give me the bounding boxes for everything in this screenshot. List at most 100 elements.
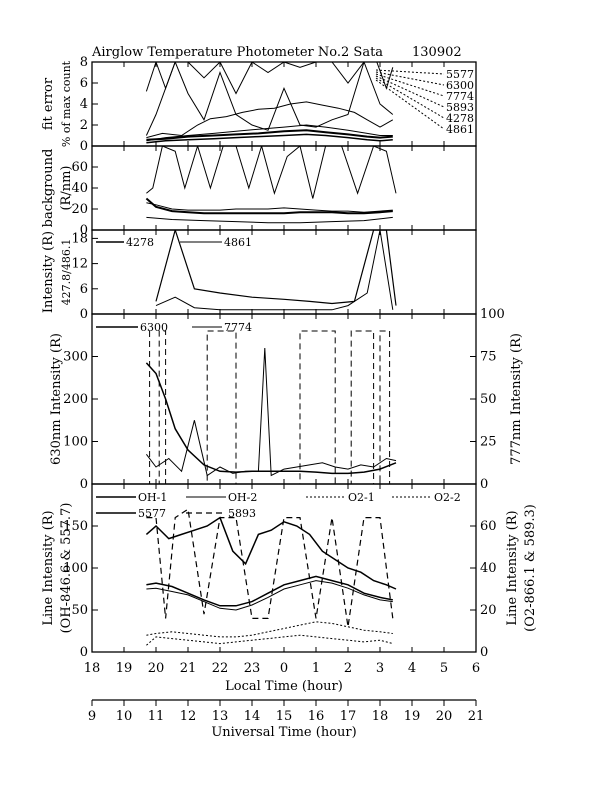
x-ut-tick-label: 11 xyxy=(148,709,165,724)
y-tick-label: 50 xyxy=(71,603,88,618)
series-thick xyxy=(145,197,393,215)
y-right-tick-label: 40 xyxy=(480,561,497,576)
legend-entry: 7774 xyxy=(446,90,474,103)
legend-entry: 4861 xyxy=(224,236,252,249)
x-local-tick-label: 4 xyxy=(408,661,416,676)
x-local-tick-label: 21 xyxy=(180,661,197,676)
series-O2-1 xyxy=(146,621,393,638)
x-local-tick-label: 0 xyxy=(280,661,288,676)
y-tick-label: 0 xyxy=(80,307,88,322)
x-local-tick-label: 23 xyxy=(244,661,261,676)
y-axis-label: Line Intensity (R) xyxy=(41,510,56,625)
y-tick-label: 100 xyxy=(63,561,88,576)
series-group xyxy=(155,230,397,311)
series-5577 xyxy=(145,62,394,95)
x-local-tick-label: 5 xyxy=(440,661,448,676)
y-tick-label: 20 xyxy=(71,202,88,217)
y-axis-label-2: (R/nm) xyxy=(59,165,74,210)
legend-leader xyxy=(375,79,445,130)
y-axis-label-2: % of max count xyxy=(60,60,73,147)
legend-entry: 5893 xyxy=(228,507,256,520)
y-tick-label: 4 xyxy=(80,97,88,112)
series-4278 xyxy=(146,129,393,141)
y-right-tick-label: 25 xyxy=(480,435,497,450)
x-ut-tick-label: 16 xyxy=(308,709,325,724)
figure-title: Airglow Temperature Photometer No.2 Sata xyxy=(91,45,383,60)
y-tick-label: 200 xyxy=(63,392,88,407)
y-tick-label: 150 xyxy=(63,519,88,534)
series-O2-2 xyxy=(146,634,393,646)
panel-bg: 0 20 40 60 background (R/nm) xyxy=(41,145,477,238)
x-local-tick-label: 20 xyxy=(148,661,165,676)
x-local-tick-label: 3 xyxy=(376,661,384,676)
series-group xyxy=(145,330,397,484)
legend-entry: 5577 xyxy=(138,507,166,520)
y-axis-label: background xyxy=(41,149,56,228)
x-ut-tick-label: 14 xyxy=(244,709,261,724)
series-6300 xyxy=(145,362,397,475)
y-tick-label: 0 xyxy=(80,645,88,660)
legend-entry: 5893 xyxy=(446,101,474,114)
y-tick-label: 100 xyxy=(63,435,88,450)
panel-int: 0 6 12 18 Intensity (R) 427.8/486.1 4278 4861 xyxy=(41,229,477,322)
series-OH-1 xyxy=(146,575,393,607)
y-tick-label: 8 xyxy=(80,55,88,70)
y-tick-label: 18 xyxy=(71,231,88,246)
y-tick-label: 0 xyxy=(80,477,88,492)
y-tick-label: 60 xyxy=(71,160,88,175)
x-ut-tick-label: 12 xyxy=(180,709,197,724)
figure-date: 130902 xyxy=(412,45,462,60)
y-tick-label: 2 xyxy=(80,118,88,133)
x-local-tick-label: 1 xyxy=(312,661,320,676)
y-right-axis-label: 777nm Intensity (R) xyxy=(509,333,524,465)
x-local-tick-label: 2 xyxy=(344,661,352,676)
legend-int: 4278 4861 xyxy=(96,236,252,249)
series-low xyxy=(146,216,393,224)
y-right-tick-label: 20 xyxy=(480,603,497,618)
series-mid xyxy=(146,202,393,213)
series-5893 xyxy=(146,124,393,142)
legend-entry: OH-1 xyxy=(138,491,167,504)
x-local-tick-label: 19 xyxy=(116,661,133,676)
legend-entry: 5577 xyxy=(446,68,474,81)
x-local-axis-label: Local Time (hour) xyxy=(225,679,343,694)
y-tick-label: 12 xyxy=(71,257,88,272)
legend-entry: 4278 xyxy=(126,236,154,249)
y-right-tick-label: 100 xyxy=(480,307,505,322)
series-group xyxy=(145,62,394,144)
legend-leader xyxy=(375,71,445,86)
legend-leader xyxy=(375,69,445,75)
legend-leader xyxy=(375,77,445,119)
panel-frame xyxy=(91,61,477,147)
legend-entry: O2-2 xyxy=(434,491,461,504)
series-4278 xyxy=(155,230,397,306)
series-6300 xyxy=(146,101,394,139)
x-ut-tick-label: 21 xyxy=(468,709,485,724)
legend-leader xyxy=(375,73,445,97)
x-ut-axis-label: Universal Time (hour) xyxy=(211,725,356,740)
y-axis-label: 630nm Intensity (R) xyxy=(49,333,64,465)
y-tick-label: 0 xyxy=(80,223,88,238)
y-tick-label: 6 xyxy=(80,282,88,297)
y-right-tick-label: 60 xyxy=(480,519,497,534)
x-ut-tick-label: 13 xyxy=(212,709,229,724)
legend-leader xyxy=(375,75,445,108)
legend-entry: 4278 xyxy=(446,112,474,125)
y-axis-label-2: 427.8/486.1 xyxy=(60,239,73,306)
panel-fit: 0 2 4 6 8 fit error % of max count 557763007774… xyxy=(41,55,477,154)
y-right-tick-label: 75 xyxy=(480,350,497,365)
x-local-tick-label: 6 xyxy=(472,661,480,676)
series-OH-2 xyxy=(146,580,393,611)
series-group xyxy=(145,146,397,224)
legend-entry: 6300 xyxy=(140,321,168,334)
x-local-tick-label: 22 xyxy=(212,661,229,676)
y-right-tick-label: 0 xyxy=(480,477,488,492)
y-right-tick-label: 0 xyxy=(480,645,488,660)
y-right-axis-label: Line Intensity (R) xyxy=(505,510,520,625)
series-7774-dashed xyxy=(149,330,391,484)
y-right-tick-label: 50 xyxy=(480,392,497,407)
legend-630: 6300 7774 xyxy=(96,321,252,334)
series-7774 xyxy=(145,62,394,136)
